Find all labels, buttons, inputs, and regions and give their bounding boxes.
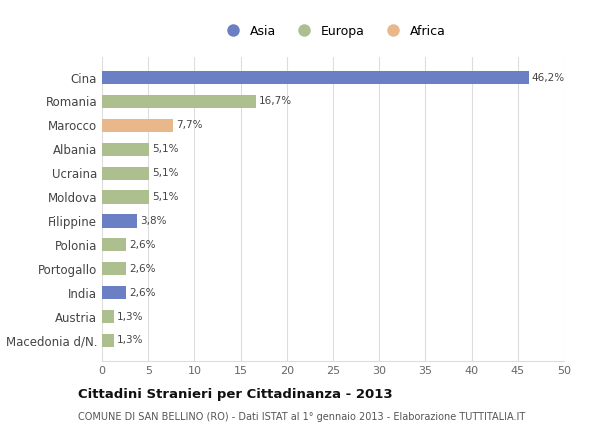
Text: 1,3%: 1,3% [117,335,143,345]
Bar [102,214,137,227]
Text: COMUNE DI SAN BELLINO (RO) - Dati ISTAT al 1° gennaio 2013 - Elaborazione TUTTIT: COMUNE DI SAN BELLINO (RO) - Dati ISTAT … [78,412,525,422]
Bar [102,191,149,204]
Text: 16,7%: 16,7% [259,96,292,106]
Bar [102,167,149,180]
Bar [102,262,126,275]
Bar [102,310,114,323]
Text: 7,7%: 7,7% [176,121,202,130]
Text: 2,6%: 2,6% [129,288,155,297]
Text: Cittadini Stranieri per Cittadinanza - 2013: Cittadini Stranieri per Cittadinanza - 2… [78,388,392,401]
Text: 5,1%: 5,1% [152,192,178,202]
Text: 5,1%: 5,1% [152,168,178,178]
Text: 5,1%: 5,1% [152,144,178,154]
Text: 3,8%: 3,8% [140,216,166,226]
Bar [102,143,149,156]
Bar [102,286,126,299]
Text: 2,6%: 2,6% [129,240,155,250]
Bar [102,334,114,347]
Text: 1,3%: 1,3% [117,312,143,322]
Bar [102,119,173,132]
Bar [102,95,256,108]
Bar [102,71,529,84]
Text: 46,2%: 46,2% [532,73,565,83]
Bar [102,238,126,251]
Legend: Asia, Europa, Africa: Asia, Europa, Africa [216,21,450,41]
Text: 2,6%: 2,6% [129,264,155,274]
